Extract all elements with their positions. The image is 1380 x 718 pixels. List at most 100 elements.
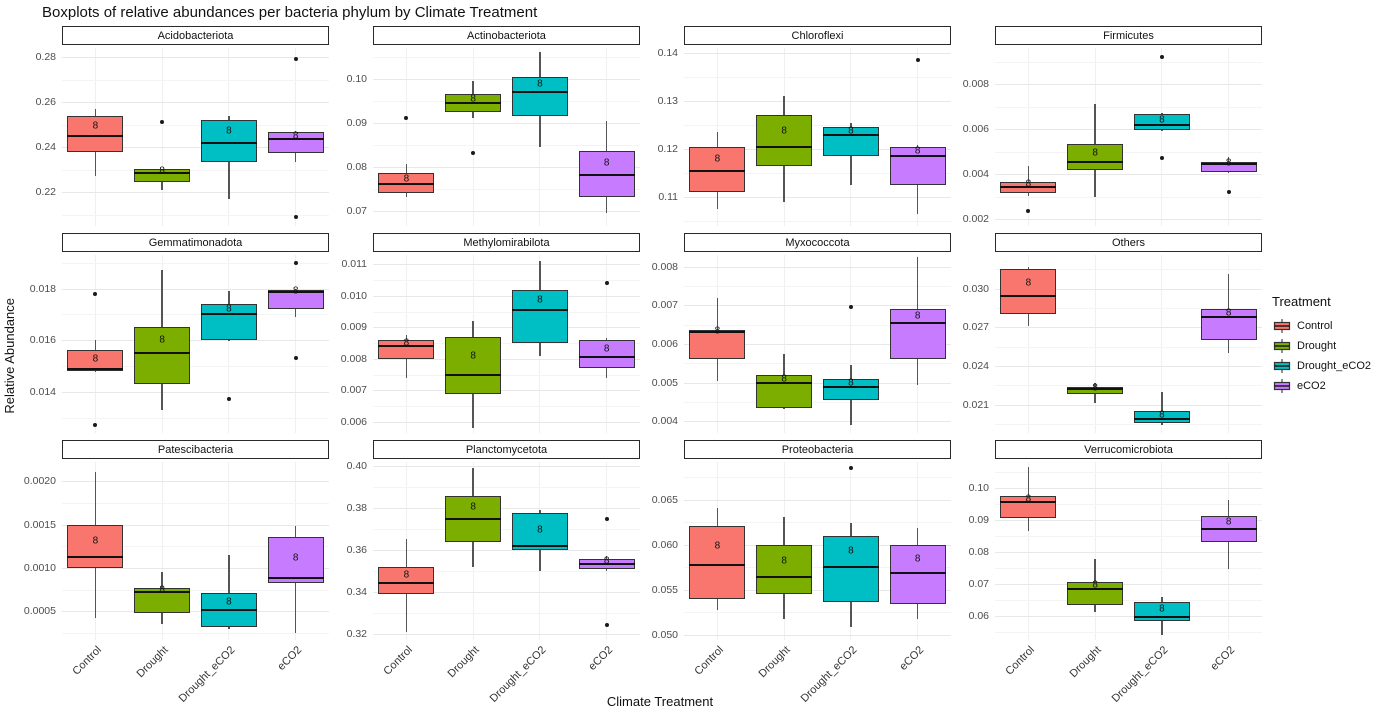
boxplot-median bbox=[378, 582, 435, 585]
gridline-major bbox=[684, 100, 951, 102]
gridline-minor bbox=[373, 374, 640, 376]
gridline-major bbox=[995, 365, 1262, 367]
gridline-minor bbox=[684, 221, 951, 223]
gridline-vertical bbox=[1027, 48, 1029, 226]
facet-strip: Chloroflexi bbox=[684, 26, 951, 45]
sample-size-label: 8 bbox=[848, 377, 854, 389]
y-axis-title: Relative Abundance bbox=[1, 298, 17, 414]
y-tick-label: 0.050 bbox=[651, 628, 678, 641]
gridline-major bbox=[995, 219, 1262, 221]
boxplot-box bbox=[1200, 309, 1257, 341]
gridline-vertical bbox=[917, 48, 919, 226]
boxplot-median bbox=[1200, 163, 1257, 166]
boxplot-median bbox=[822, 133, 879, 136]
boxplot-outlier bbox=[293, 57, 298, 62]
y-tick-label: 0.0010 bbox=[23, 561, 56, 574]
gridline-vertical bbox=[1228, 48, 1230, 226]
y-tick-label: 0.014 bbox=[29, 385, 56, 398]
sample-size-label: 8 bbox=[292, 285, 299, 297]
y-tick-label: 0.22 bbox=[35, 186, 56, 199]
y-tick-label: 0.006 bbox=[651, 338, 678, 350]
facet-title: Others bbox=[1111, 236, 1145, 249]
gridline-major bbox=[62, 340, 329, 342]
boxplot-box bbox=[822, 378, 879, 401]
gridline-minor bbox=[62, 589, 329, 591]
gridline-minor bbox=[995, 535, 1262, 537]
sample-size-label: 8 bbox=[1092, 382, 1098, 394]
sample-size-label: 8 bbox=[92, 353, 99, 365]
x-tick-label: eCO2 bbox=[897, 644, 927, 673]
x-tick-label: Drought bbox=[445, 644, 482, 681]
gridline-major bbox=[373, 390, 640, 392]
gridline-major bbox=[995, 327, 1262, 329]
boxplot-median bbox=[445, 101, 502, 104]
gridline-major bbox=[684, 52, 951, 54]
sample-size-label: 8 bbox=[292, 130, 299, 142]
boxplot-box bbox=[756, 374, 813, 408]
y-tick-label: 0.08 bbox=[346, 160, 367, 173]
y-axis-labels: 0.07 0.08 0.09 0.10 bbox=[329, 48, 373, 226]
gridline-vertical bbox=[1094, 255, 1096, 433]
gridline-minor bbox=[62, 502, 329, 504]
y-tick-label: 0.008 bbox=[340, 352, 367, 365]
boxplot-box bbox=[1000, 182, 1057, 194]
sample-size-label: 8 bbox=[159, 334, 165, 346]
facet-title: Verrucomicrobiota bbox=[1084, 443, 1173, 456]
y-tick-label: 0.10 bbox=[346, 72, 367, 85]
facet-strip: Myxococcota bbox=[684, 233, 951, 252]
x-tick-label: Control bbox=[70, 644, 104, 678]
facet-title: Chloroflexi bbox=[791, 29, 844, 42]
facet-panel: Firmicutes 0.002 0.004 0.006 0.008 8 8 8 8 bbox=[951, 26, 1262, 226]
sample-size-label: 8 bbox=[537, 294, 543, 306]
sample-size-label: 8 bbox=[1159, 409, 1165, 421]
boxplot-box bbox=[1067, 386, 1124, 395]
sample-size-label: 8 bbox=[403, 173, 410, 185]
facet-panel: Others 0.021 0.024 0.027 0.030 8 8 8 8 bbox=[951, 233, 1262, 433]
gridline-minor bbox=[684, 173, 951, 175]
gridline-minor bbox=[684, 76, 951, 78]
gridline-minor bbox=[373, 311, 640, 313]
gridline-major bbox=[373, 210, 640, 212]
y-tick-label: 0.38 bbox=[346, 502, 367, 515]
sample-size-label: 8 bbox=[1225, 157, 1232, 169]
gridline-minor bbox=[373, 487, 640, 489]
gridline-major bbox=[62, 288, 329, 290]
boxplot-median bbox=[134, 172, 191, 175]
plot-area: 8 8 8 8 bbox=[684, 255, 951, 433]
y-tick-label: 0.09 bbox=[346, 116, 367, 129]
chart-area: Relative Abundance Acidobacteriota 0.22 0.… bbox=[0, 26, 1262, 712]
boxplot-box bbox=[1067, 143, 1124, 170]
gridline-minor bbox=[684, 363, 951, 365]
y-axis-labels: 0.11 0.12 0.13 0.14 bbox=[640, 47, 684, 226]
boxplot-median bbox=[756, 576, 813, 579]
boxplot-median bbox=[822, 385, 879, 388]
boxplot-box bbox=[67, 524, 124, 568]
boxplot-outlier bbox=[293, 356, 298, 361]
plot-area: 8 8 8 8 bbox=[995, 255, 1262, 433]
sample-size-label: 8 bbox=[1025, 178, 1032, 190]
gridline-major bbox=[995, 615, 1262, 617]
sample-size-label: 8 bbox=[1159, 114, 1165, 126]
y-axis-title-column: Relative Abundance bbox=[0, 26, 18, 686]
boxplot-box bbox=[378, 566, 435, 594]
gridline-major bbox=[995, 519, 1262, 521]
boxplot-box bbox=[378, 173, 435, 194]
y-axis-labels: 0.0005 0.0010 0.0015 0.0020 bbox=[18, 462, 62, 640]
gridline-vertical bbox=[1027, 462, 1029, 640]
boxplot-box bbox=[134, 327, 191, 384]
facet-panel: Actinobacteriota 0.07 0.08 0.09 0.10 8 8 8 8 bbox=[329, 26, 640, 226]
legend-title: Treatment bbox=[1272, 294, 1331, 309]
gridline-major bbox=[62, 102, 329, 104]
boxplot-median bbox=[445, 517, 502, 520]
gridline-minor bbox=[684, 612, 951, 614]
boxplot-median bbox=[511, 90, 568, 93]
x-tick-label: eCO2 bbox=[275, 644, 305, 673]
boxplot-median bbox=[1000, 501, 1057, 504]
sample-size-label: 8 bbox=[714, 153, 721, 165]
gridline-minor bbox=[373, 406, 640, 408]
y-tick-label: 0.11 bbox=[658, 191, 678, 204]
boxplot-box bbox=[445, 336, 502, 394]
sample-size-label: 8 bbox=[781, 555, 787, 567]
boxplot-median bbox=[756, 381, 813, 384]
boxplot-median bbox=[511, 309, 568, 312]
